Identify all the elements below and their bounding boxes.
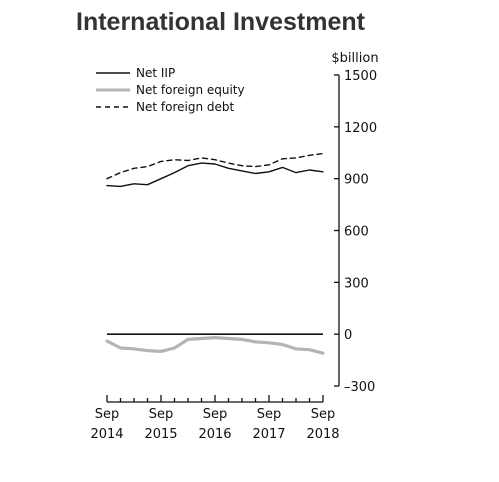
legend-label: Net IIP: [136, 66, 175, 80]
x-tick-label-year: 2017: [252, 427, 285, 442]
series-line-net-foreign-debt: [106, 152, 324, 180]
y-tick-label: –300: [344, 380, 375, 395]
y-axis-label: $billion: [331, 51, 378, 66]
legend-label: Net foreign equity: [136, 83, 245, 97]
y-tick-label: 300: [344, 276, 369, 291]
y-tick-label: 900: [344, 173, 369, 188]
x-tick-label-year: 2018: [306, 427, 339, 442]
legend: Net IIP Net foreign equity Net foreign deb…: [96, 66, 245, 114]
y-tick-label: 600: [344, 225, 369, 240]
y-tick-label: 1500: [344, 69, 377, 84]
series-line-net-iip: [106, 162, 324, 188]
x-tick-label-month: Sep: [311, 407, 336, 422]
x-tick-label-year: 2014: [90, 427, 123, 442]
legend-label: Net foreign debt: [136, 100, 234, 114]
chart-title: International Investment: [76, 8, 365, 36]
y-axis-ticks: –300 0 300 600 900 1200 1500: [334, 69, 377, 395]
x-tick-label-month: Sep: [257, 407, 282, 422]
x-tick-label-month: Sep: [203, 407, 228, 422]
y-tick-label: 0: [344, 328, 352, 343]
x-tick-label-month: Sep: [149, 407, 174, 422]
series-line-net-foreign-equity: [105, 336, 325, 355]
series-lines: [105, 152, 325, 355]
x-tick-label-month: Sep: [95, 407, 120, 422]
x-tick-label-year: 2016: [198, 427, 231, 442]
x-tick-label-year: 2015: [144, 427, 177, 442]
axes: [107, 75, 340, 403]
y-tick-label: 1200: [344, 121, 377, 136]
x-axis-ticks: Sep 2014 Sep 2015 Sep 2016 Sep 2017 Sep 2018: [90, 395, 340, 442]
